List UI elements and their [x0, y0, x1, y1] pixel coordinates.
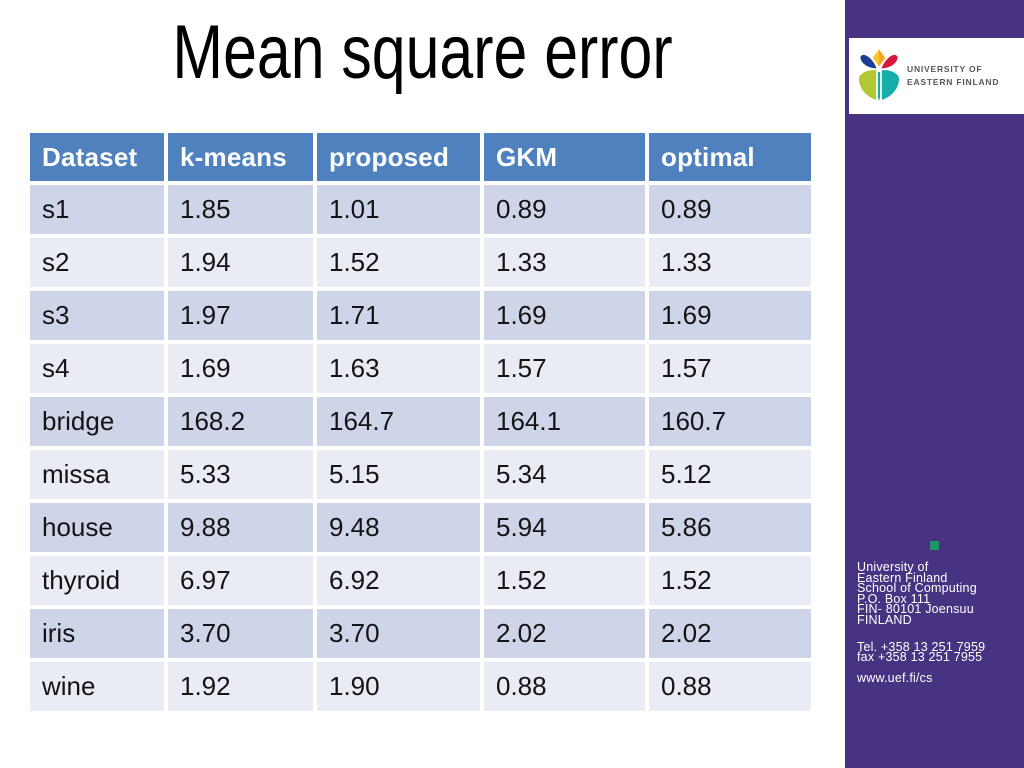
- value-cell: 9.48: [317, 503, 480, 552]
- phone-line: Tel. +358 13 251 7959: [857, 639, 986, 654]
- mse-table: Dataset k-means proposed GKM optimal s1 1…: [26, 129, 815, 715]
- website-url: www.uef.fi/cs: [857, 670, 933, 685]
- value-cell: 2.02: [649, 609, 811, 658]
- value-cell: 3.70: [317, 609, 480, 658]
- value-cell: 1.52: [649, 556, 811, 605]
- value-cell: 164.1: [484, 397, 645, 446]
- value-cell: 1.01: [317, 185, 480, 234]
- table-row: s4 1.69 1.63 1.57 1.57: [30, 344, 811, 393]
- value-cell: 6.92: [317, 556, 480, 605]
- uef-flower-icon: [858, 49, 900, 101]
- green-square-accent: [930, 541, 939, 550]
- col-header-dataset: Dataset: [30, 133, 164, 181]
- value-cell: 1.57: [649, 344, 811, 393]
- value-cell: 1.85: [168, 185, 313, 234]
- dataset-cell: iris: [30, 609, 164, 658]
- value-cell: 5.34: [484, 450, 645, 499]
- address-line: FINLAND: [857, 612, 912, 627]
- col-header-optimal: optimal: [649, 133, 811, 181]
- address-line: School of Computing: [857, 581, 977, 596]
- table-row: missa 5.33 5.15 5.34 5.12: [30, 450, 811, 499]
- value-cell: 1.71: [317, 291, 480, 340]
- uef-logo: UNIVERSITY OF EASTERN FINLAND: [849, 38, 1024, 114]
- contact-block: University of Eastern Finland School of Co…: [857, 560, 1022, 685]
- uef-logo-text: UNIVERSITY OF EASTERN FINLAND: [907, 63, 999, 89]
- value-cell: 1.52: [484, 556, 645, 605]
- col-header-proposed: proposed: [317, 133, 480, 181]
- phone-lines: Tel. +358 13 251 7959 fax +358 13 251 795…: [857, 639, 1022, 665]
- dataset-cell: house: [30, 503, 164, 552]
- uef-logo-line1: UNIVERSITY OF: [907, 64, 983, 74]
- value-cell: 5.33: [168, 450, 313, 499]
- dataset-cell: s1: [30, 185, 164, 234]
- value-cell: 1.92: [168, 662, 313, 711]
- dataset-cell: s2: [30, 238, 164, 287]
- dataset-cell: s3: [30, 291, 164, 340]
- col-header-kmeans: k-means: [168, 133, 313, 181]
- sidebar: UNIVERSITY OF EASTERN FINLAND University…: [845, 0, 1024, 768]
- phone-line: fax +358 13 251 7955: [857, 650, 983, 665]
- dataset-cell: wine: [30, 662, 164, 711]
- table-row: s3 1.97 1.71 1.69 1.69: [30, 291, 811, 340]
- dataset-cell: bridge: [30, 397, 164, 446]
- address-line: Eastern Finland: [857, 570, 948, 585]
- value-cell: 1.63: [317, 344, 480, 393]
- value-cell: 1.52: [317, 238, 480, 287]
- value-cell: 0.88: [649, 662, 811, 711]
- table-row: house 9.88 9.48 5.94 5.86: [30, 503, 811, 552]
- table-row: iris 3.70 3.70 2.02 2.02: [30, 609, 811, 658]
- value-cell: 1.33: [649, 238, 811, 287]
- address-line: P.O. Box 111: [857, 591, 931, 606]
- value-cell: 2.02: [484, 609, 645, 658]
- value-cell: 164.7: [317, 397, 480, 446]
- address-lines: University of Eastern Finland School of Co…: [857, 560, 1022, 627]
- value-cell: 0.88: [484, 662, 645, 711]
- value-cell: 1.97: [168, 291, 313, 340]
- table-row: s2 1.94 1.52 1.33 1.33: [30, 238, 811, 287]
- value-cell: 1.57: [484, 344, 645, 393]
- dataset-cell: missa: [30, 450, 164, 499]
- value-cell: 5.94: [484, 503, 645, 552]
- value-cell: 5.86: [649, 503, 811, 552]
- value-cell: 1.90: [317, 662, 480, 711]
- table-row: bridge 168.2 164.7 164.1 160.7: [30, 397, 811, 446]
- value-cell: 5.12: [649, 450, 811, 499]
- address-line: University of: [857, 560, 929, 574]
- value-cell: 1.69: [484, 291, 645, 340]
- address-line: FIN- 80101 Joensuu: [857, 602, 974, 617]
- slide-title: Mean square error: [172, 10, 673, 95]
- value-cell: 1.69: [168, 344, 313, 393]
- value-cell: 168.2: [168, 397, 313, 446]
- table-row: wine 1.92 1.90 0.88 0.88: [30, 662, 811, 711]
- table-row: thyroid 6.97 6.92 1.52 1.52: [30, 556, 811, 605]
- value-cell: 9.88: [168, 503, 313, 552]
- value-cell: 1.94: [168, 238, 313, 287]
- dataset-cell: s4: [30, 344, 164, 393]
- value-cell: 0.89: [649, 185, 811, 234]
- dataset-cell: thyroid: [30, 556, 164, 605]
- table-row: s1 1.85 1.01 0.89 0.89: [30, 185, 811, 234]
- uef-logo-line2: EASTERN FINLAND: [907, 77, 1000, 87]
- value-cell: 1.69: [649, 291, 811, 340]
- value-cell: 6.97: [168, 556, 313, 605]
- value-cell: 160.7: [649, 397, 811, 446]
- value-cell: 0.89: [484, 185, 645, 234]
- value-cell: 3.70: [168, 609, 313, 658]
- col-header-gkm: GKM: [484, 133, 645, 181]
- value-cell: 1.33: [484, 238, 645, 287]
- value-cell: 5.15: [317, 450, 480, 499]
- table-header-row: Dataset k-means proposed GKM optimal: [30, 133, 811, 181]
